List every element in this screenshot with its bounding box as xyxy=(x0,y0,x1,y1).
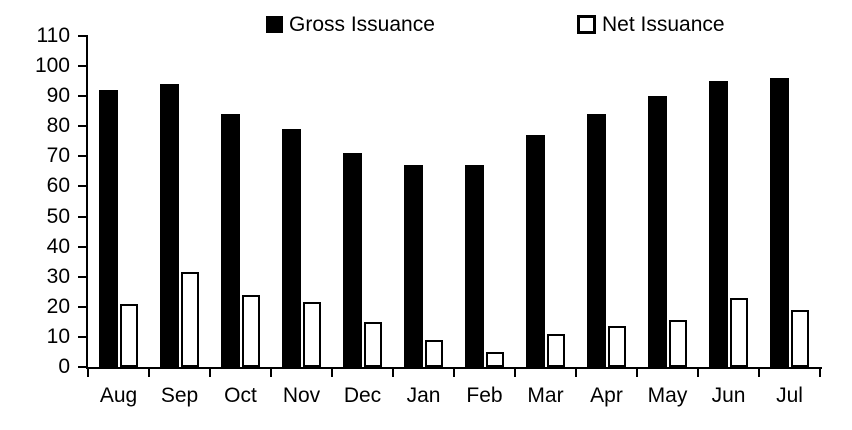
x-axis-label-jan: Jan xyxy=(406,384,441,407)
bar-net-issuance-nov xyxy=(303,302,321,367)
bar-group-mar xyxy=(515,36,576,367)
legend-item-gross-issuance: Gross Issuance xyxy=(266,14,435,35)
bar-group-jun xyxy=(698,36,759,367)
x-axis-tick-11 xyxy=(758,369,760,377)
legend-label-net-issuance: Net Issuance xyxy=(602,13,725,36)
y-axis-line xyxy=(86,35,88,369)
x-axis-label-aug: Aug xyxy=(99,384,138,407)
x-axis-label-jul: Jul xyxy=(776,384,803,407)
bar-group-jan xyxy=(393,36,454,367)
x-axis-tick-9 xyxy=(636,369,638,377)
x-axis-tick-1 xyxy=(148,369,150,377)
y-axis-tick-20 xyxy=(78,305,87,308)
y-axis-labels: 0 10 20 30 40 50 60 70 80 90 100 110 xyxy=(0,24,70,378)
x-axis-tick-5 xyxy=(392,369,394,377)
y-axis-tick-label-30: 30 xyxy=(46,264,70,288)
bar-net-issuance-aug xyxy=(120,303,138,367)
bar-gross-issuance-jan xyxy=(404,165,423,367)
bar-gross-issuance-dec xyxy=(343,153,362,367)
x-axis-tick-0 xyxy=(87,369,89,377)
bar-net-issuance-feb xyxy=(486,351,504,367)
bar-group-apr xyxy=(576,36,637,367)
x-axis-label-dec: Dec xyxy=(343,384,382,407)
y-axis-tick-90 xyxy=(78,95,87,98)
bar-net-issuance-apr xyxy=(608,326,626,367)
y-axis-tick-80 xyxy=(78,125,87,128)
bars-row xyxy=(88,36,820,367)
bar-group-aug xyxy=(88,36,149,367)
bar-gross-issuance-jul xyxy=(770,78,789,367)
bar-net-issuance-mar xyxy=(547,333,565,367)
bar-net-issuance-jun xyxy=(730,297,748,367)
bar-net-issuance-oct xyxy=(242,294,260,367)
x-axis-label-feb: Feb xyxy=(466,384,503,407)
bar-gross-issuance-apr xyxy=(587,114,606,367)
y-axis-tick-60 xyxy=(78,185,87,188)
x-axis-tick-8 xyxy=(575,369,577,377)
y-axis-tick-30 xyxy=(78,275,87,278)
bar-group-dec xyxy=(332,36,393,367)
bar-gross-issuance-nov xyxy=(282,129,301,367)
bar-group-may xyxy=(637,36,698,367)
y-axis-tick-0 xyxy=(78,366,87,368)
bar-net-issuance-sep xyxy=(181,272,199,367)
y-axis-tick-40 xyxy=(78,245,87,248)
bar-gross-issuance-feb xyxy=(465,165,484,367)
y-axis-tick-100 xyxy=(78,65,87,68)
x-axis-tick-12 xyxy=(819,369,821,377)
y-axis-tick-110 xyxy=(78,35,87,37)
bar-group-feb xyxy=(454,36,515,367)
y-axis-tick-50 xyxy=(78,215,87,218)
bar-gross-issuance-mar xyxy=(526,135,545,367)
bar-group-oct xyxy=(210,36,271,367)
legend-label-gross-issuance: Gross Issuance xyxy=(289,13,435,36)
x-axis-tick-2 xyxy=(209,369,211,377)
bar-net-issuance-jan xyxy=(425,339,443,367)
y-axis-tick-label-90: 90 xyxy=(46,84,70,108)
x-axis-label-apr: Apr xyxy=(590,384,623,407)
bar-gross-issuance-oct xyxy=(221,114,240,367)
y-axis-tick-label-20: 20 xyxy=(46,294,70,318)
x-axis-label-mar: Mar xyxy=(527,384,564,407)
x-axis-tick-10 xyxy=(697,369,699,377)
bar-gross-issuance-may xyxy=(648,96,667,367)
bar-gross-issuance-sep xyxy=(160,84,179,367)
bar-group-jul xyxy=(759,36,820,367)
x-axis-label-may: May xyxy=(647,384,688,407)
x-axis-labels: Aug Sep Oct Nov Dec Jan Feb Mar Apr May Jun Jul xyxy=(88,383,820,409)
y-axis-tick-label-80: 80 xyxy=(46,114,70,138)
bar-net-issuance-may xyxy=(669,320,687,367)
bar-group-sep xyxy=(149,36,210,367)
x-axis-tick-4 xyxy=(331,369,333,377)
x-axis-label-oct: Oct xyxy=(224,384,257,407)
x-axis-line xyxy=(86,367,822,369)
y-axis-tick-70 xyxy=(78,155,87,158)
bar-net-issuance-jul xyxy=(791,309,809,367)
x-axis-tick-7 xyxy=(514,369,516,377)
y-axis-tick-label-60: 60 xyxy=(46,174,70,198)
y-axis-tick-label-70: 70 xyxy=(46,144,70,168)
bar-gross-issuance-jun xyxy=(709,81,728,367)
x-axis-label-sep: Sep xyxy=(160,384,199,407)
y-axis-tick-label-110: 110 xyxy=(36,24,70,47)
y-axis-tick-label-100: 100 xyxy=(34,54,70,78)
y-axis-tick-label-0: 0 xyxy=(58,355,70,378)
x-axis-label-nov: Nov xyxy=(282,384,321,407)
bar-net-issuance-dec xyxy=(364,321,382,367)
bar-group-nov xyxy=(271,36,332,367)
gross-issuance-swatch-icon xyxy=(266,16,283,33)
y-axis-tick-label-50: 50 xyxy=(46,204,70,228)
net-issuance-swatch-icon xyxy=(577,15,596,34)
x-axis-tick-6 xyxy=(453,369,455,377)
bar-gross-issuance-aug xyxy=(99,90,118,367)
plot-area xyxy=(78,35,822,377)
y-axis-tick-label-40: 40 xyxy=(46,234,70,258)
legend-item-net-issuance: Net Issuance xyxy=(577,14,725,35)
y-axis-tick-10 xyxy=(78,335,87,338)
y-axis-tick-label-10: 10 xyxy=(46,324,70,348)
x-axis-tick-3 xyxy=(270,369,272,377)
x-axis-label-jun: Jun xyxy=(711,384,746,407)
